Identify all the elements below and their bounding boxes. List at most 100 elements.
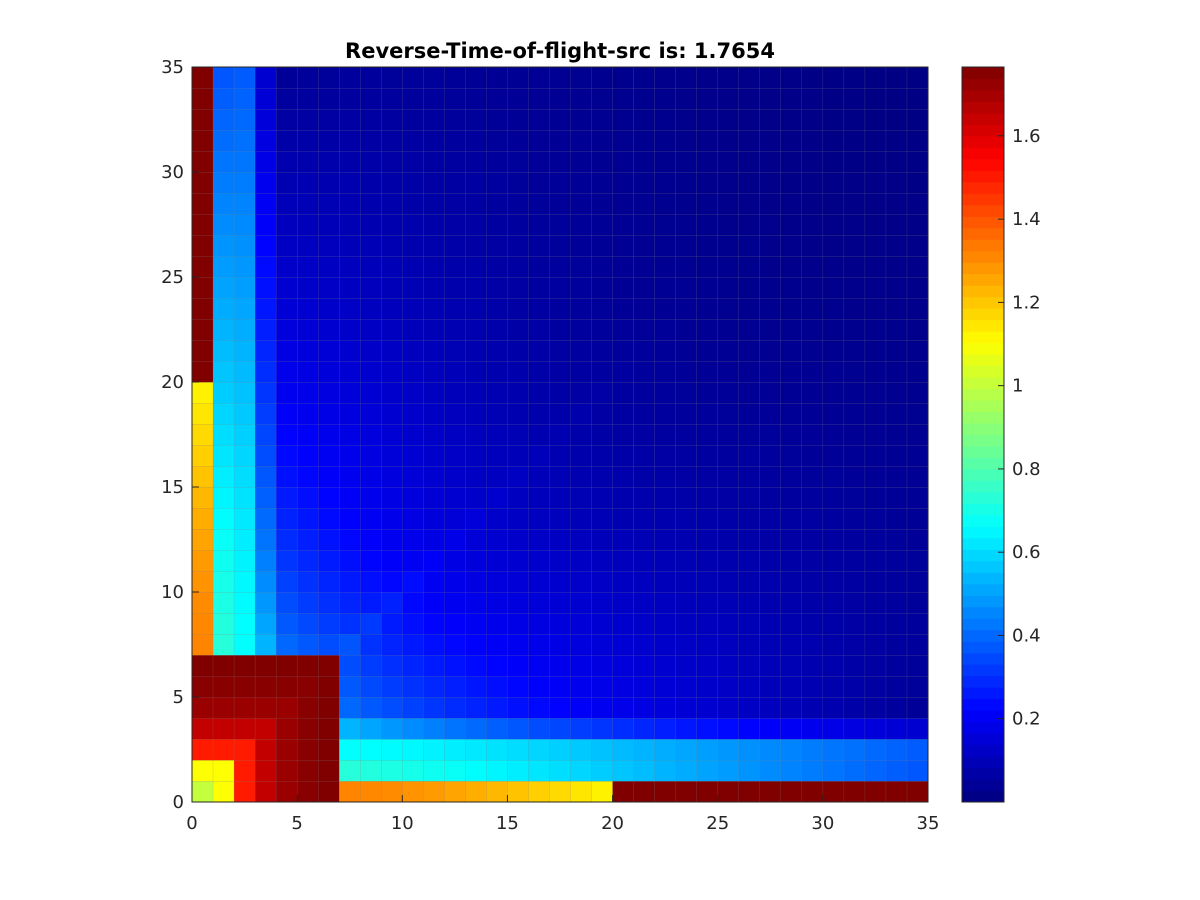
heatmap-cell (549, 255, 571, 278)
heatmap-cell (549, 591, 571, 614)
heatmap-cell (759, 654, 782, 677)
heatmap-cell (675, 780, 698, 803)
heatmap-cell (675, 444, 698, 467)
heatmap-cell (339, 528, 361, 551)
heatmap-cell (254, 591, 277, 614)
heatmap-cell (906, 234, 929, 257)
heatmap-cell (317, 612, 340, 635)
heatmap-cell (402, 360, 424, 383)
heatmap-cell (507, 759, 529, 782)
heatmap-cell (780, 549, 803, 572)
heatmap-cell (906, 780, 929, 803)
heatmap-cell (906, 696, 929, 719)
heatmap-cell (864, 507, 887, 530)
heatmap-cell (444, 150, 466, 173)
heatmap-cell (717, 276, 740, 299)
heatmap-cell (212, 108, 235, 131)
heatmap-cell (738, 171, 761, 194)
heatmap-cell (885, 465, 908, 488)
heatmap-cell (275, 150, 298, 173)
heatmap-cell (717, 339, 740, 362)
heatmap-cell (906, 444, 929, 467)
heatmap-cell (696, 780, 719, 803)
heatmap-cell (444, 780, 466, 803)
heatmap-cell (360, 717, 382, 740)
colorbar-segment (962, 537, 1004, 550)
heatmap-cell (486, 465, 508, 488)
heatmap-cell (381, 717, 403, 740)
heatmap-cell (843, 738, 866, 761)
heatmap-cell (486, 192, 508, 215)
heatmap-cell (233, 570, 256, 593)
heatmap-cell (339, 192, 361, 215)
heatmap-cell (822, 780, 845, 803)
heatmap-cell (465, 507, 487, 530)
heatmap-cell (507, 297, 529, 320)
heatmap-cell (296, 423, 319, 446)
heatmap-cell (633, 402, 656, 425)
colorbar-segment (962, 354, 1004, 367)
x-tick-label: 30 (811, 813, 834, 834)
heatmap-cell (444, 507, 466, 530)
heatmap-cell (570, 297, 593, 320)
heatmap-cell (885, 423, 908, 446)
heatmap-cell (444, 570, 466, 593)
heatmap-cell (570, 486, 593, 509)
heatmap-cell (780, 780, 803, 803)
heatmap-cell (906, 528, 929, 551)
heatmap-cell (339, 129, 361, 152)
heatmap-cell (444, 108, 466, 131)
heatmap-cell (191, 612, 214, 635)
heatmap-cell (465, 213, 487, 236)
heatmap-cell (843, 381, 866, 404)
heatmap-cell (717, 150, 740, 173)
heatmap-cell (591, 696, 614, 719)
heatmap-cell (465, 423, 487, 446)
heatmap-cell (738, 255, 761, 278)
heatmap-cell (591, 591, 614, 614)
colorbar-segment (962, 147, 1004, 160)
heatmap-cell (381, 549, 403, 572)
heatmap-cell (612, 759, 635, 782)
heatmap-cell (570, 255, 593, 278)
heatmap-cell (275, 87, 298, 110)
heatmap-cell (696, 465, 719, 488)
heatmap-cell (381, 444, 403, 467)
heatmap-cell (317, 129, 340, 152)
heatmap-cell (885, 360, 908, 383)
heatmap-cell (254, 360, 277, 383)
heatmap-cell (275, 213, 298, 236)
heatmap-cell (822, 402, 845, 425)
x-tick-label: 15 (496, 813, 519, 834)
heatmap-cell (717, 108, 740, 131)
colorbar-segment (962, 319, 1004, 332)
heatmap-cell (296, 444, 319, 467)
heatmap-cell (465, 465, 487, 488)
heatmap-cell (780, 318, 803, 341)
heatmap-cell (486, 591, 508, 614)
heatmap-cell (738, 339, 761, 362)
heatmap-cell (570, 738, 593, 761)
y-axis: 0 5 10 15 20 25 30 35 (161, 57, 199, 813)
heatmap-cell (296, 549, 319, 572)
heatmap-cell (507, 738, 529, 761)
heatmap-cell (381, 423, 403, 446)
heatmap-cell (339, 213, 361, 236)
heatmap-cell (885, 549, 908, 572)
heatmap-cell (885, 612, 908, 635)
heatmap-cell (507, 87, 529, 110)
heatmap-cell (696, 633, 719, 656)
heatmap-cell (465, 192, 487, 215)
heatmap-cell (528, 360, 550, 383)
heatmap-cell (402, 150, 424, 173)
heatmap-cell (212, 717, 235, 740)
heatmap-cell (696, 528, 719, 551)
heatmap-cell (801, 507, 824, 530)
colorbar-segment (962, 411, 1004, 424)
heatmap-cell (570, 591, 593, 614)
heatmap-cell (254, 255, 277, 278)
heatmap-cell (696, 717, 719, 740)
heatmap-cell (339, 717, 361, 740)
heatmap-cell (254, 696, 277, 719)
